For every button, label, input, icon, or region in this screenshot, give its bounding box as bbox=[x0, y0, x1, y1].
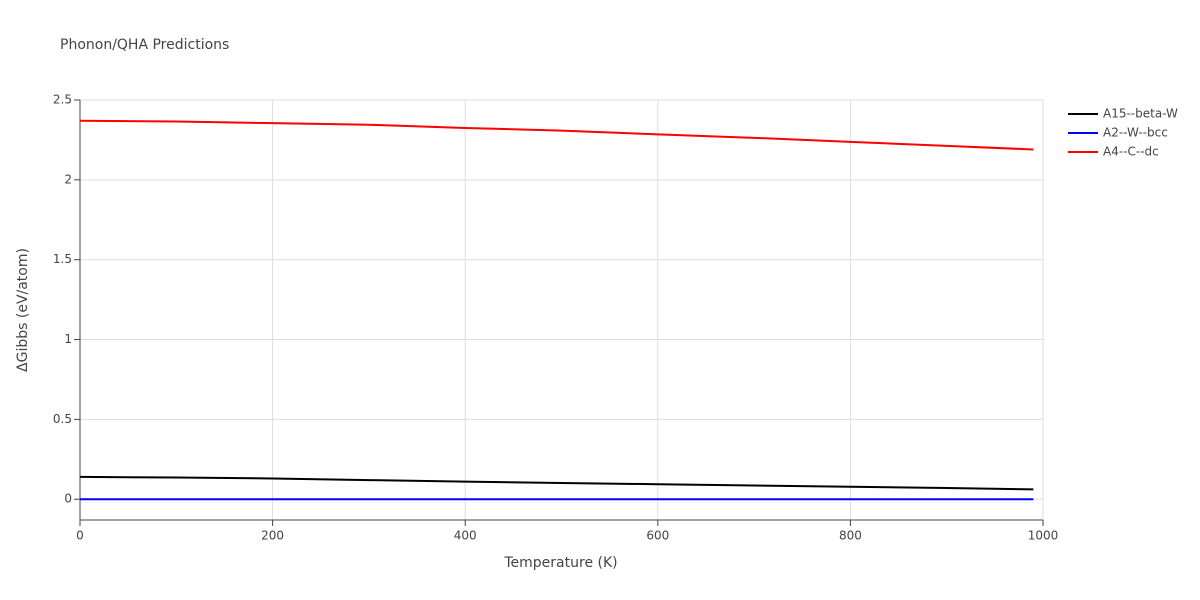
x-tick-label: 400 bbox=[454, 529, 477, 543]
y-tick-label: 2 bbox=[64, 172, 72, 186]
y-tick-label: 1 bbox=[64, 332, 72, 346]
series-line bbox=[79, 119, 1034, 151]
y-tick-label: 0 bbox=[64, 492, 72, 506]
y-axis-title: ΔGibbs (eV/atom) bbox=[15, 248, 31, 372]
series-line bbox=[79, 475, 1034, 491]
x-tick-label: 0 bbox=[76, 529, 84, 543]
legend-label: A15--beta-W bbox=[1103, 107, 1178, 121]
chart-title: Phonon/QHA Predictions bbox=[60, 37, 229, 53]
x-tick-label: 200 bbox=[261, 529, 284, 543]
y-tick-label: 0.5 bbox=[53, 412, 72, 426]
x-axis-title: Temperature (K) bbox=[503, 555, 617, 571]
x-tick-label: 800 bbox=[839, 529, 862, 543]
legend-label: A4--C--dc bbox=[1103, 145, 1159, 159]
y-tick-label: 2.5 bbox=[53, 93, 72, 107]
x-tick-label: 600 bbox=[646, 529, 669, 543]
x-tick-label: 1000 bbox=[1028, 529, 1059, 543]
legend-label: A2--W--bcc bbox=[1103, 126, 1168, 140]
y-tick-label: 1.5 bbox=[53, 252, 72, 266]
